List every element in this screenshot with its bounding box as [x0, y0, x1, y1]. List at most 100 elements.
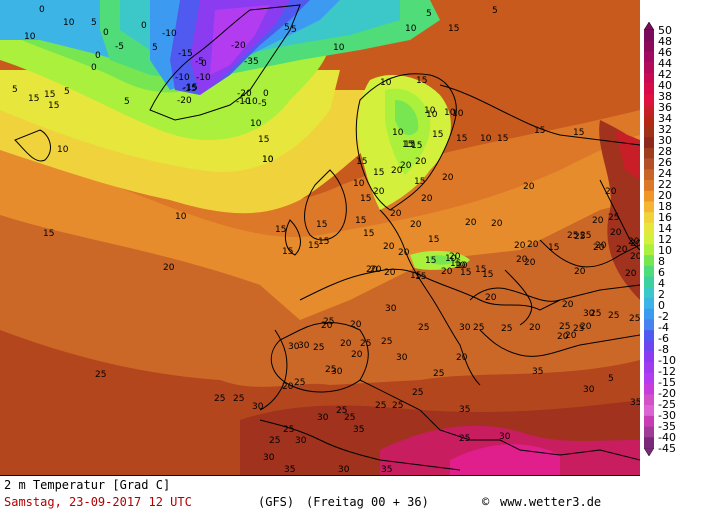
- contour-label: 10: [262, 155, 274, 165]
- contour-label: 5: [12, 85, 18, 95]
- legend-color-cell: [644, 372, 654, 384]
- contour-label: 15: [318, 237, 329, 247]
- legend-tick-label: -2: [658, 310, 669, 323]
- contour-label: 10: [405, 24, 417, 34]
- legend-tick-label: 34: [658, 112, 672, 125]
- legend-color-cell: [644, 362, 654, 374]
- contour-label: 15: [316, 220, 327, 230]
- contour-label: 15: [548, 243, 559, 253]
- website-link[interactable]: www.wetter3.de: [500, 495, 602, 509]
- legend-color-cell: [644, 212, 654, 224]
- contour-label: 10: [452, 109, 464, 119]
- legend-tick-label: 14: [658, 222, 672, 235]
- contour-label: 20: [593, 243, 605, 253]
- contour-label: 15: [48, 101, 59, 111]
- legend-tick-label: 8: [658, 255, 665, 268]
- contour-label: 25: [567, 231, 578, 241]
- legend-tick-label: 10: [658, 244, 672, 257]
- legend-color-cell: [644, 405, 654, 417]
- contour-label: -5: [115, 42, 124, 52]
- contour-label: 30: [583, 309, 595, 319]
- legend-color-cell: [644, 51, 654, 63]
- contour-label: 30: [288, 342, 300, 352]
- contour-label: 20: [616, 245, 628, 255]
- contour-label: -10: [236, 97, 251, 107]
- contour-label: 5: [91, 18, 97, 28]
- contour-label: 25: [95, 370, 106, 380]
- contour-label: 20: [565, 331, 577, 341]
- legend-tick-label: 4: [658, 277, 665, 290]
- legend-tick-label: 28: [658, 145, 672, 158]
- contour-label: 20: [366, 265, 378, 275]
- contour-label: 15: [282, 247, 293, 257]
- contour-label: 20: [605, 187, 617, 197]
- contour-label: 15: [275, 225, 286, 235]
- contour-label: 25: [381, 337, 392, 347]
- contour-label: 20: [351, 350, 363, 360]
- copyright-icon: ©: [482, 495, 490, 509]
- contour-label: 5: [284, 23, 290, 33]
- contour-label: 25: [433, 369, 444, 379]
- contour-label: 25: [344, 413, 355, 423]
- legend-tick-label: -12: [658, 365, 676, 378]
- legend-tick-labels: 5048464442403836343230282624222018161412…: [658, 24, 676, 455]
- legend-tick-label: 32: [658, 123, 672, 136]
- contour-label: 5: [608, 374, 614, 384]
- legend-tick-label: -8: [658, 343, 669, 356]
- contour-label: 20: [529, 323, 541, 333]
- contour-label: -5: [195, 57, 204, 67]
- contour-label: 20: [400, 161, 412, 171]
- contour-label: 15: [425, 256, 436, 266]
- legend-color-cell: [644, 126, 654, 138]
- contour-label: 5: [124, 97, 130, 107]
- legend-tick-label: -25: [658, 398, 676, 411]
- contour-label: 25: [283, 425, 294, 435]
- contour-label: 5: [64, 87, 70, 97]
- contour-label: -15: [178, 49, 193, 59]
- valid-date: Samstag, 23-09-2017 12 UTC: [4, 495, 192, 509]
- contour-label: 30: [499, 432, 511, 442]
- legend-bottom-arrow: [643, 447, 655, 457]
- contour-label: 20: [441, 267, 453, 277]
- contour-label: 20: [557, 332, 569, 342]
- legend-color-cell: [644, 115, 654, 127]
- contour-label: 25: [629, 314, 640, 324]
- contour-label: 30: [331, 367, 343, 377]
- contour-label: 5: [291, 25, 297, 35]
- contour-label: 15: [28, 94, 39, 104]
- contour-label: 30: [298, 341, 310, 351]
- contour-label: 0: [95, 51, 101, 61]
- contour-label: 20: [523, 182, 535, 192]
- contour-label: 15: [534, 126, 545, 136]
- contour-label: 25: [459, 434, 470, 444]
- contour-label: 15: [356, 157, 367, 167]
- contour-label: 15: [428, 235, 439, 245]
- contour-label: 30: [317, 413, 329, 423]
- contour-label: 15: [410, 271, 421, 281]
- legend-color-cell: [644, 319, 654, 331]
- legend-color-cell: [644, 158, 654, 170]
- contour-label: 20: [491, 219, 503, 229]
- legend-color-cell: [644, 190, 654, 202]
- contour-label: 10: [380, 78, 392, 88]
- contour-label: 25: [313, 343, 324, 353]
- contour-label: 25: [412, 388, 423, 398]
- contour-label: 20: [373, 187, 385, 197]
- contour-label: 35: [353, 425, 364, 435]
- contour-label: 20: [442, 173, 454, 183]
- contour-label: 10: [445, 254, 457, 264]
- contour-label: -20: [237, 89, 252, 99]
- contour-label: -15: [183, 83, 198, 93]
- contour-label: 15: [411, 141, 422, 151]
- contour-label: 25: [392, 401, 403, 411]
- contour-label: 15: [414, 177, 425, 187]
- contour-label: 25: [559, 322, 570, 332]
- legend-color-cell: [644, 180, 654, 192]
- legend-tick-label: 30: [658, 134, 672, 147]
- contour-label: 15: [402, 140, 413, 150]
- legend-color-cell: [644, 287, 654, 299]
- contour-label: 0: [91, 63, 97, 73]
- contour-label: 20: [370, 265, 382, 275]
- contour-label: 20: [630, 252, 640, 262]
- legend-top-arrow: [643, 21, 655, 31]
